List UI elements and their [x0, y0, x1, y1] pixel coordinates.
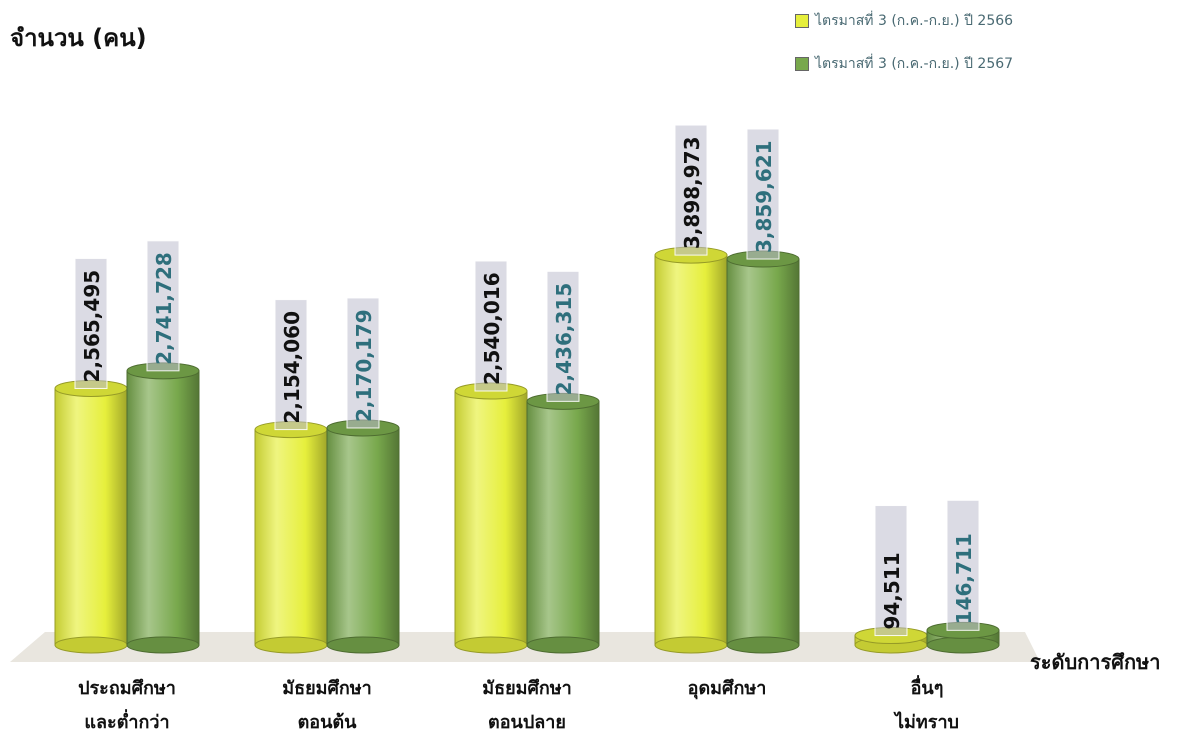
- value-label-bg: [346, 297, 380, 429]
- value-label-bg: [746, 128, 780, 260]
- value-label: 146,711: [952, 533, 976, 624]
- bar-base: [254, 636, 328, 654]
- value-label: 2,565,495: [80, 270, 104, 383]
- bar-base: [454, 636, 528, 654]
- value-label-bg: [74, 257, 108, 389]
- category-label: อื่นๆไม่ทราบ: [842, 672, 1012, 740]
- value-label: 3,898,973: [680, 136, 704, 249]
- category-label-line: ประถมศึกษา: [78, 678, 176, 699]
- value-label: 2,170,179: [352, 309, 376, 422]
- value-label: 2,154,060: [280, 311, 304, 424]
- bar-4-0: 94,511: [854, 505, 928, 654]
- category-label-line: ตอนปลาย: [488, 712, 566, 733]
- x-axis-title: ระดับการศึกษา: [1030, 650, 1161, 674]
- bar-base: [926, 636, 1000, 654]
- bar-base: [326, 636, 400, 654]
- category-label-line: มัธยมศึกษา: [282, 678, 372, 699]
- value-label: 2,741,728: [152, 252, 176, 365]
- bar-body: [654, 254, 728, 646]
- category-label: มัธยมศึกษาตอนต้น: [242, 672, 412, 740]
- bar-0-1: 2,741,728: [126, 240, 200, 654]
- category-label-line: อื่นๆ: [910, 678, 944, 699]
- category-label-line: และต่ำกว่า: [84, 712, 170, 733]
- value-label-bg: [674, 124, 708, 256]
- y-axis-title: จำนวน (คน): [10, 24, 147, 52]
- bar-base: [126, 636, 200, 654]
- bar-2-0: 2,540,016: [454, 260, 528, 654]
- bar-base: [726, 636, 800, 654]
- value-label-bg: [146, 240, 180, 372]
- legend: ไตรมาสที่ 3 (ก.ค.-ก.ย.) ปี 2566 ไตรมาสที…: [795, 8, 1013, 94]
- category-label-line: มัธยมศึกษา: [482, 678, 572, 699]
- legend-label-2567: ไตรมาสที่ 3 (ก.ค.-ก.ย.) ปี 2567: [815, 55, 1014, 72]
- bar-body: [326, 427, 400, 646]
- bar-3-1: 3,859,621: [726, 128, 800, 654]
- bar-4-1: 146,711: [926, 499, 1000, 654]
- category-label-line: ตอนต้น: [297, 712, 357, 733]
- bar-body: [526, 400, 600, 646]
- value-label-bg: [874, 505, 908, 637]
- category-label: ประถมศึกษาและต่ำกว่า: [42, 672, 212, 740]
- legend-item-2566: ไตรมาสที่ 3 (ก.ค.-ก.ย.) ปี 2566: [795, 8, 1013, 33]
- bar-1-0: 2,154,060: [254, 299, 328, 654]
- bar-body: [454, 390, 528, 646]
- value-label-bg: [946, 499, 980, 631]
- category-label-line: อุดมศึกษา: [687, 678, 767, 699]
- legend-label-2566: ไตรมาสที่ 3 (ก.ค.-ก.ย.) ปี 2566: [815, 12, 1014, 29]
- legend-item-2567: ไตรมาสที่ 3 (ก.ค.-ก.ย.) ปี 2567: [795, 51, 1013, 76]
- legend-swatch-2567: [795, 56, 809, 71]
- legend-swatch-2566: [795, 13, 809, 28]
- bar-body: [54, 387, 128, 646]
- bar-body: [126, 370, 200, 646]
- value-label: 2,436,315: [552, 283, 576, 396]
- value-label: 94,511: [880, 552, 904, 629]
- value-label-bg: [474, 260, 508, 392]
- bar-base: [654, 636, 728, 654]
- bar-3-0: 3,898,973: [654, 124, 728, 654]
- value-label: 3,859,621: [752, 140, 776, 253]
- value-label-bg: [546, 270, 580, 402]
- bar-2-1: 2,436,315: [526, 270, 600, 654]
- category-label: มัธยมศึกษาตอนปลาย: [442, 672, 612, 740]
- bar-base: [54, 636, 128, 654]
- value-label: 2,540,016: [480, 272, 504, 385]
- category-label-line: ไม่ทราบ: [895, 712, 959, 733]
- bar-body: [254, 429, 328, 646]
- bar-body: [726, 258, 800, 646]
- bar-0-0: 2,565,495: [54, 257, 128, 654]
- value-label-bg: [274, 299, 308, 431]
- bar-1-1: 2,170,179: [326, 297, 400, 654]
- bar-base: [526, 636, 600, 654]
- category-label: อุดมศึกษา: [642, 672, 812, 706]
